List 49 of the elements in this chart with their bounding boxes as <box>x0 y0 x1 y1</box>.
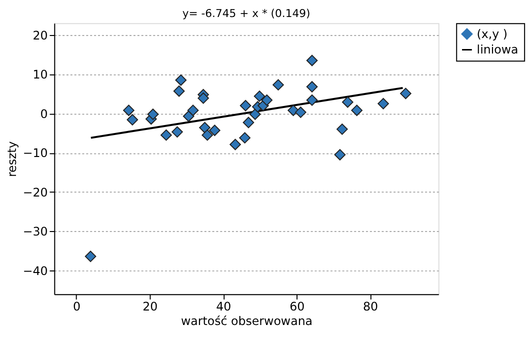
y-axis-title: reszty <box>4 141 19 178</box>
point <box>172 126 183 138</box>
point <box>239 132 250 144</box>
chart-title: y= -6.745 + x * (0.149) <box>182 6 310 20</box>
y-tick-label: −30 <box>22 224 48 239</box>
point <box>294 106 306 118</box>
point <box>199 122 210 134</box>
point <box>306 54 318 66</box>
point <box>160 129 172 141</box>
legend-label: liniowa <box>476 42 518 57</box>
y-tick-label: −20 <box>22 185 48 200</box>
x-axis-title: wartość obserwowana <box>181 314 313 328</box>
point <box>175 74 187 86</box>
point <box>230 138 241 150</box>
point <box>209 124 220 136</box>
point <box>173 85 185 97</box>
point <box>254 90 266 102</box>
point <box>306 81 318 92</box>
x-tick-label: 40 <box>216 299 232 314</box>
point <box>342 96 354 108</box>
point <box>147 108 159 120</box>
point <box>306 94 318 106</box>
legend-label: (x,y ) <box>476 26 508 41</box>
point <box>240 100 252 112</box>
x-tick-label: 0 <box>72 299 80 314</box>
x-tick-label: 60 <box>290 299 305 314</box>
point <box>400 88 412 100</box>
point <box>182 110 194 122</box>
x-tick-label: 80 <box>363 299 378 314</box>
point <box>334 149 346 160</box>
point <box>202 129 214 141</box>
point <box>249 108 261 120</box>
point <box>351 104 362 116</box>
y-tick-label: 20 <box>32 28 48 42</box>
point <box>123 104 134 116</box>
point <box>261 94 273 106</box>
y-tick-label: 0 <box>40 106 48 121</box>
point <box>336 124 348 135</box>
point <box>272 79 284 90</box>
x-tick-label: 20 <box>142 299 158 314</box>
y-tick-label: 10 <box>32 68 48 82</box>
y-tick-label: −10 <box>22 146 48 160</box>
point <box>187 104 199 116</box>
y-tick-label: −40 <box>22 264 48 278</box>
point <box>378 98 389 110</box>
point <box>84 250 96 262</box>
point <box>242 116 254 128</box>
point <box>126 114 138 126</box>
point <box>198 92 209 104</box>
